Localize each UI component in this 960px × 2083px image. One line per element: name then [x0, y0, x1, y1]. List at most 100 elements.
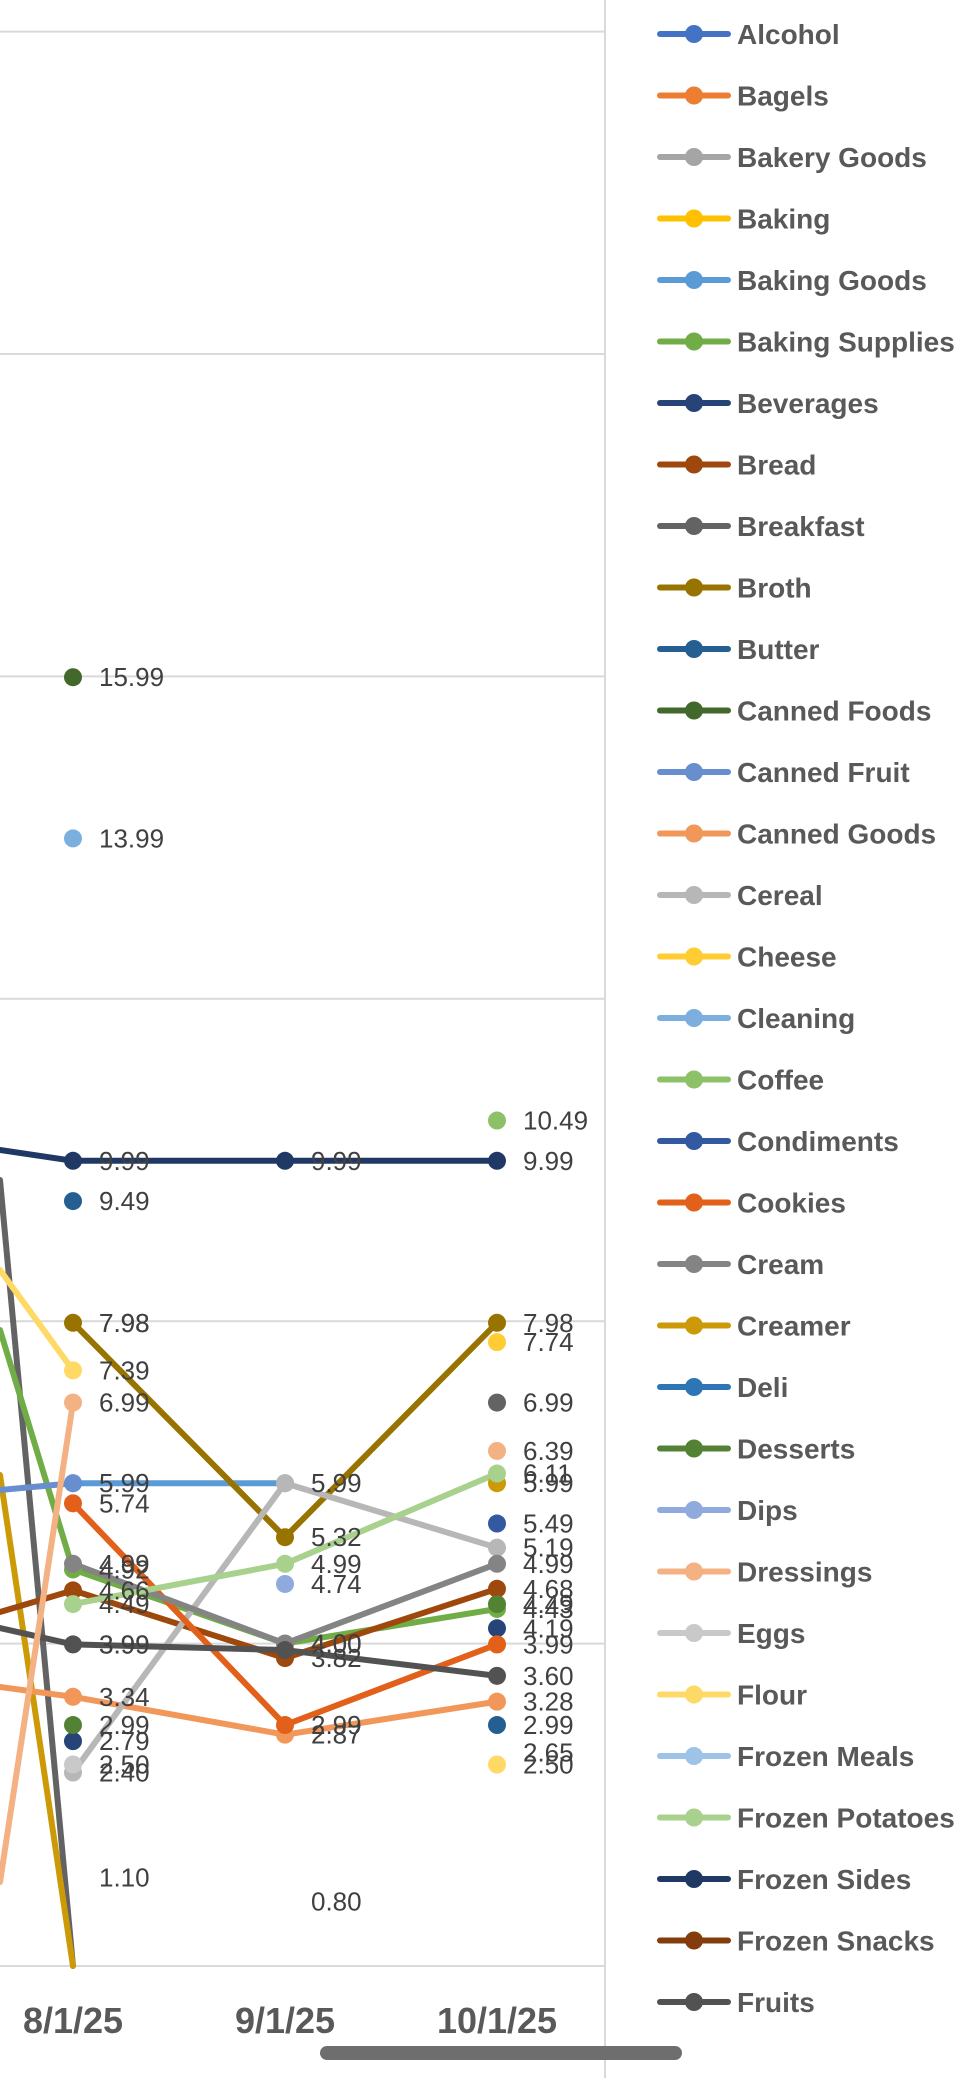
point-beverages-8-1-25: [64, 1732, 82, 1751]
legend-item-beverages: Beverages: [657, 388, 879, 419]
legend-swatch-marker: [685, 148, 703, 166]
point-broth-9-1-25: [276, 1528, 294, 1547]
legend-label: Coffee: [737, 1065, 824, 1096]
series-line-fruits: [70, 1641, 288, 1654]
point-dressings-10-1-25: [488, 1441, 506, 1460]
legend-swatch-marker: [685, 1501, 703, 1519]
legend-item-alcohol: Alcohol: [657, 19, 840, 50]
legend-swatch-marker: [685, 271, 703, 289]
legend: Alcohol Bagels Bakery Goods Baking Baking Go…: [657, 19, 955, 2018]
series-line-frozen-potatoes: [282, 1470, 500, 1567]
data-label-8-1-25-10: 4.92: [99, 1554, 150, 1584]
data-label-9-1-25-7: 3.82: [311, 1643, 362, 1673]
legend-label: Cookies: [737, 1188, 846, 1219]
legend-label: Eggs: [737, 1618, 805, 1649]
legend-label: Creamer: [737, 1311, 851, 1342]
legend-label: Cream: [737, 1249, 824, 1280]
data-label-10-1-25-4: 6.99: [523, 1388, 574, 1418]
legend-swatch-marker: [685, 1439, 703, 1458]
legend-item-canned-fruit: Canned Fruit: [657, 757, 910, 788]
data-label-10-1-25-16: 3.60: [523, 1661, 574, 1691]
data-label-9-1-25-8: 2.99: [311, 1710, 362, 1740]
point-bread-8-1-25: [64, 1581, 82, 1600]
point-canned-foods-8-1-25: [64, 668, 82, 687]
legend-item-dips: Dips: [657, 1495, 798, 1526]
point-cookies-9-1-25: [276, 1716, 294, 1735]
data-label-10-1-25-11: 4.68: [523, 1574, 574, 1604]
legend-swatch-marker: [685, 578, 703, 597]
point-butter-8-1-25: [64, 1192, 82, 1211]
data-label-8-1-25-14: 3.99: [99, 1629, 150, 1659]
offscreen-segment-frozen-sides: [0, 1147, 76, 1164]
legend-label: Breakfast: [737, 511, 865, 542]
legend-swatch-marker: [685, 1132, 703, 1150]
point-fruits-10-1-25: [488, 1666, 506, 1685]
legend-swatch-marker: [685, 701, 703, 720]
legend-label: Dressings: [737, 1557, 872, 1588]
legend-swatch-marker: [685, 455, 703, 474]
data-label-8-1-25-13: 4.49: [99, 1589, 150, 1619]
legend-label: Frozen Sides: [737, 1864, 911, 1895]
legend-label: Baking Goods: [737, 265, 927, 296]
point-fruits-9-1-25: [276, 1641, 294, 1660]
legend-item-baking: Baking: [657, 204, 830, 235]
data-label-9-1-25-0: 9.99: [311, 1146, 362, 1176]
legend-item-bread: Bread: [657, 450, 816, 481]
data-label-10-1-25-10: 4.99: [523, 1549, 574, 1579]
legend-item-canned-foods: Canned Foods: [657, 696, 931, 727]
legend-label: Cleaning: [737, 1003, 855, 1034]
data-label-8-1-25-21: 1.10: [99, 1862, 150, 1892]
point-dips-9-1-25: [276, 1574, 294, 1593]
data-label-10-1-25-13: 4.43: [523, 1594, 574, 1624]
point-condiments-10-1-25: [488, 1514, 506, 1533]
legend-swatch-marker: [685, 1316, 703, 1335]
legend-swatch-marker: [685, 1378, 703, 1396]
legend-item-frozen-meals: Frozen Meals: [657, 1741, 914, 1772]
legend-swatch-marker: [685, 86, 703, 105]
legend-item-coffee: Coffee: [657, 1065, 824, 1096]
legend-swatch-marker: [685, 1009, 703, 1027]
series-line-bread: [282, 1585, 500, 1662]
point-bread-10-1-25: [488, 1579, 506, 1598]
legend-item-cereal: Cereal: [657, 880, 823, 911]
legend-swatch-marker: [685, 394, 703, 412]
legend-swatch-marker: [685, 517, 703, 535]
data-label-9-1-25-5: 4.00: [311, 1629, 362, 1659]
legend-item-butter: Butter: [657, 634, 820, 665]
data-label-8-1-25-3: 9.49: [99, 1186, 150, 1216]
data-label-9-1-25-9: 2.87: [311, 1720, 362, 1750]
point-cream-10-1-25: [488, 1554, 506, 1573]
series-line-cereal: [70, 1480, 288, 1776]
data-label-8-1-25-15: 3.99: [99, 1629, 150, 1659]
point-dressings-8-1-25: [64, 1393, 82, 1412]
legend-swatch-marker: [685, 1993, 703, 2011]
data-label-8-1-25-18: 2.79: [99, 1726, 150, 1756]
legend-item-fruits: Fruits: [657, 1987, 815, 2018]
legend-item-flour: Flour: [657, 1680, 807, 1711]
legend-label: Cereal: [737, 880, 823, 911]
legend-label: Deli: [737, 1372, 788, 1403]
legend-label: Beverages: [737, 388, 879, 419]
legend-swatch-marker: [685, 1562, 703, 1581]
point-beverages-10-1-25: [488, 1619, 506, 1638]
point-frozen-potatoes-10-1-25: [488, 1464, 506, 1483]
legend-swatch-marker: [685, 25, 703, 43]
point-cereal-9-1-25: [276, 1474, 294, 1493]
point-frozen-sides-8-1-25: [64, 1151, 82, 1170]
home-indicator[interactable]: [320, 2046, 682, 2060]
point-canned-goods-10-1-25: [488, 1692, 506, 1711]
offscreen-segment-bread: [0, 1587, 76, 1615]
offscreen-segment-dressings: [0, 1399, 76, 1885]
series-line-frozen-potatoes: [70, 1560, 288, 1608]
offscreen-segment-creamer: [0, 1472, 76, 1969]
legend-item-breakfast: Breakfast: [657, 511, 865, 542]
data-label-8-1-25-2: 9.99: [99, 1146, 150, 1176]
data-label-8-1-25-1: 13.99: [99, 823, 164, 853]
legend-swatch-marker: [685, 947, 703, 966]
legend-label: Canned Goods: [737, 819, 936, 850]
series-line-cream: [282, 1560, 500, 1647]
legend-label: Fruits: [737, 1987, 815, 2018]
data-points: [64, 668, 506, 1782]
legend-label: Bread: [737, 450, 816, 481]
legend-item-bakery-goods: Bakery Goods: [657, 142, 927, 173]
